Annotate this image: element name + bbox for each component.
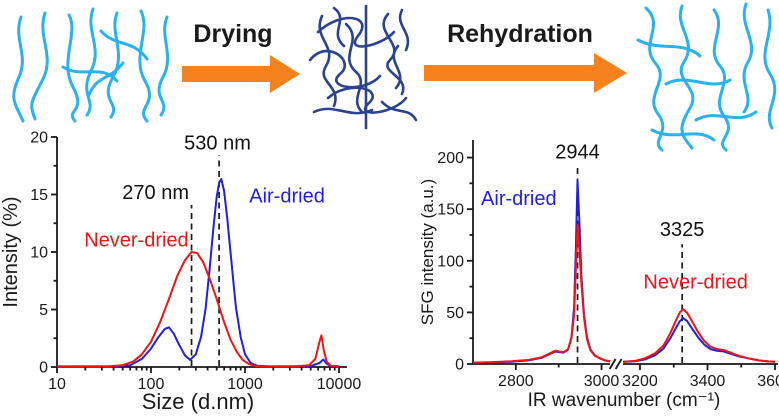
y-axis-title: Intensity (%)	[0, 196, 22, 307]
y-tick-label: 200	[437, 150, 464, 167]
drying-arrow-icon	[182, 55, 300, 93]
x-tick-label: 3400	[690, 373, 726, 390]
y-tick-label: 10	[30, 245, 48, 262]
y-tick-label: 100	[437, 253, 464, 270]
y-tick-label: 150	[437, 202, 464, 219]
rehydrated-fibrils-icon	[636, 2, 777, 152]
x-axis-title: IR wavenumber (cm⁻¹)	[528, 390, 721, 411]
x-tick-label: 1000	[227, 376, 263, 393]
drying-label: Drying	[193, 20, 273, 48]
series-label-never-dried: Never-dried	[643, 272, 747, 294]
x-tick-label: 3000	[584, 373, 620, 390]
series-label-air-dried: Air-dried	[481, 188, 557, 210]
x-tick-label: 10000	[317, 376, 362, 393]
series-curve-never-dried	[57, 251, 340, 368]
y-tick-label: 15	[30, 187, 48, 204]
x-tick-label: 3600	[757, 373, 779, 390]
y-tick-label: 20	[30, 130, 48, 147]
annotation-label: 530 nm	[184, 133, 251, 155]
y-tick-label: 0	[455, 357, 464, 374]
y-tick-label: 0	[39, 360, 48, 377]
axis-break-icon	[608, 358, 617, 370]
air-dried-aggregated-fibrils-icon	[308, 4, 418, 130]
annotation-label: 270 nm	[122, 182, 189, 204]
x-tick-label: 2800	[498, 373, 534, 390]
annotation-label: 3325	[660, 219, 705, 241]
rehydration-label: Rehydration	[447, 20, 593, 48]
axis-break-icon	[614, 358, 623, 370]
x-tick-label: 100	[138, 376, 165, 393]
x-tick-label: 3200	[622, 373, 658, 390]
y-tick-label: 5	[39, 302, 48, 319]
never-dried-fibrils-icon	[12, 7, 170, 123]
size-distribution-chart: 10 100 1000 10000 0 5 10 15 20 Size (d.nm) Intensi…	[0, 130, 362, 415]
rehydration-arrow-icon	[424, 53, 627, 93]
series-label-air-dried: Air-dried	[249, 186, 325, 208]
y-tick-label: 50	[446, 305, 464, 322]
x-axis-title: Size (d.nm)	[142, 389, 254, 414]
annotation-label: 2944	[555, 142, 600, 164]
series-curve-never-dried	[472, 223, 776, 364]
series-label-never-dried: Never-dried	[84, 229, 188, 251]
x-tick-label: 10	[48, 376, 66, 393]
y-axis-title: SFG intensity (a.u.)	[420, 179, 437, 325]
